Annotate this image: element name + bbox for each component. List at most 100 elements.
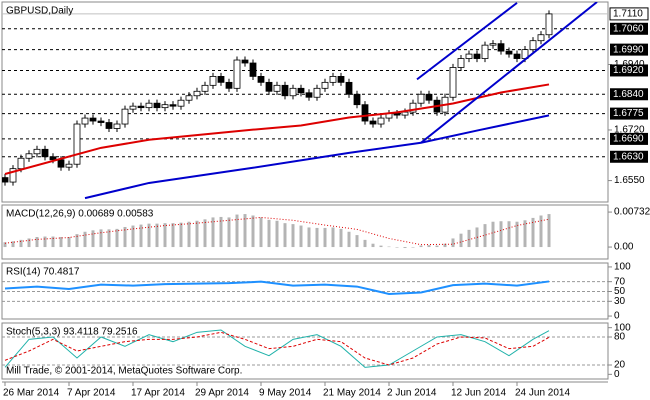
- y-tick-label: 0: [614, 311, 620, 322]
- macd-bar: [491, 221, 495, 248]
- level-label: 1.6630: [613, 151, 644, 162]
- y-tick-label: 30: [614, 296, 626, 307]
- candle-body: [129, 105, 137, 110]
- macd-bar: [267, 219, 271, 248]
- macd-bar: [547, 214, 551, 248]
- macd-bar: [219, 216, 223, 248]
- macd-bar: [259, 217, 263, 248]
- macd-bar: [275, 220, 279, 248]
- candle-body: [449, 67, 457, 98]
- macd-bar: [59, 237, 63, 248]
- candle-body: [25, 153, 33, 159]
- level-box: [610, 107, 648, 120]
- macd-bar: [179, 222, 183, 248]
- x-tick-label: 17 Apr 2014: [131, 388, 185, 399]
- candle-body: [281, 84, 289, 97]
- candle-body: [169, 104, 177, 107]
- level-box: [610, 64, 648, 77]
- candle-body: [393, 113, 401, 116]
- macd-bar: [371, 243, 375, 248]
- indicator-line: [4, 216, 550, 246]
- x-tick-label: 2 Jun 2014: [387, 388, 437, 399]
- macd-bar: [83, 231, 87, 248]
- candle-body: [241, 59, 249, 64]
- macd-bar: [155, 223, 159, 248]
- candle-body: [81, 117, 89, 125]
- candle-body: [321, 81, 329, 89]
- macd-bar: [67, 237, 71, 248]
- level-box: [610, 150, 648, 163]
- macd-bar: [227, 217, 231, 248]
- stoch-pane: [1, 322, 609, 380]
- candle-body: [417, 93, 425, 104]
- candle-body: [313, 87, 321, 98]
- candle-body: [369, 120, 377, 125]
- candle-body: [233, 59, 241, 89]
- macd-bar: [339, 228, 343, 248]
- macd-bar: [443, 243, 447, 248]
- pane-title: Stoch(5,3,3) 93.4118 79.2516: [6, 327, 138, 338]
- y-tick-label: 100: [614, 262, 631, 273]
- macd-bar: [123, 226, 127, 248]
- candle-body: [153, 102, 161, 109]
- copyright: Mill Trade, © 2001-2014, MetaQuotes Soft…: [6, 366, 242, 377]
- candle-body: [457, 58, 465, 68]
- plot-area: [2, 280, 608, 302]
- macd-bar: [27, 238, 31, 248]
- candle-body: [401, 111, 409, 116]
- candle-body: [65, 163, 73, 168]
- macd-bar: [451, 238, 455, 248]
- candle-body: [113, 123, 121, 129]
- candle-body: [513, 53, 521, 59]
- pane-title: GBPUSD,Daily: [6, 6, 73, 17]
- candle-body: [497, 43, 505, 52]
- level-label: 1.6775: [613, 108, 644, 119]
- x-tick-label: 24 Jun 2014: [515, 388, 570, 399]
- level-label: 1.6990: [613, 44, 644, 55]
- pane-title: MACD(12,26,9) 0.00689 0.00583: [6, 209, 154, 220]
- candle-body: [225, 81, 233, 89]
- candle-body: [489, 43, 497, 46]
- macd-bar: [507, 221, 511, 248]
- price-pane: [1, 1, 609, 203]
- macd-bar: [99, 229, 103, 248]
- candle-body: [265, 81, 273, 92]
- macd-bar: [139, 224, 143, 248]
- last-price-box: [609, 7, 649, 21]
- macd-bar: [75, 234, 79, 248]
- macd-bar: [331, 227, 335, 248]
- macd-bar: [235, 214, 239, 248]
- macd-bar: [307, 227, 311, 248]
- y-tick-label: 80: [614, 332, 626, 343]
- macd-bar: [187, 221, 191, 248]
- pane-title: RSI(14) 70.4817: [6, 267, 80, 278]
- macd-bar: [435, 245, 439, 248]
- candle-body: [345, 81, 353, 95]
- candle-body: [257, 76, 265, 83]
- candle-body: [273, 84, 281, 92]
- macd-bar: [347, 231, 351, 248]
- candle-body: [137, 105, 145, 109]
- candle-body: [465, 53, 473, 59]
- y-tick-label: 0: [614, 369, 620, 380]
- candle-body: [329, 76, 337, 83]
- candle-body: [473, 53, 481, 59]
- macd-bar: [427, 245, 431, 248]
- candle-body: [209, 76, 217, 86]
- candle-body: [409, 102, 417, 113]
- candle-body: [297, 87, 305, 94]
- macd-bar: [315, 227, 319, 248]
- candle-body: [249, 62, 257, 77]
- macd-bar: [251, 215, 255, 248]
- candle-body: [89, 117, 97, 122]
- y-tick-label: 70: [614, 276, 626, 287]
- plot-area: [2, 329, 608, 368]
- candle-body: [361, 104, 369, 122]
- candle-body: [177, 99, 185, 107]
- macd-bar: [91, 230, 95, 248]
- candle-body: [529, 40, 537, 51]
- candle-body: [161, 104, 169, 109]
- candle-body: [377, 117, 385, 125]
- candle-body: [481, 44, 489, 59]
